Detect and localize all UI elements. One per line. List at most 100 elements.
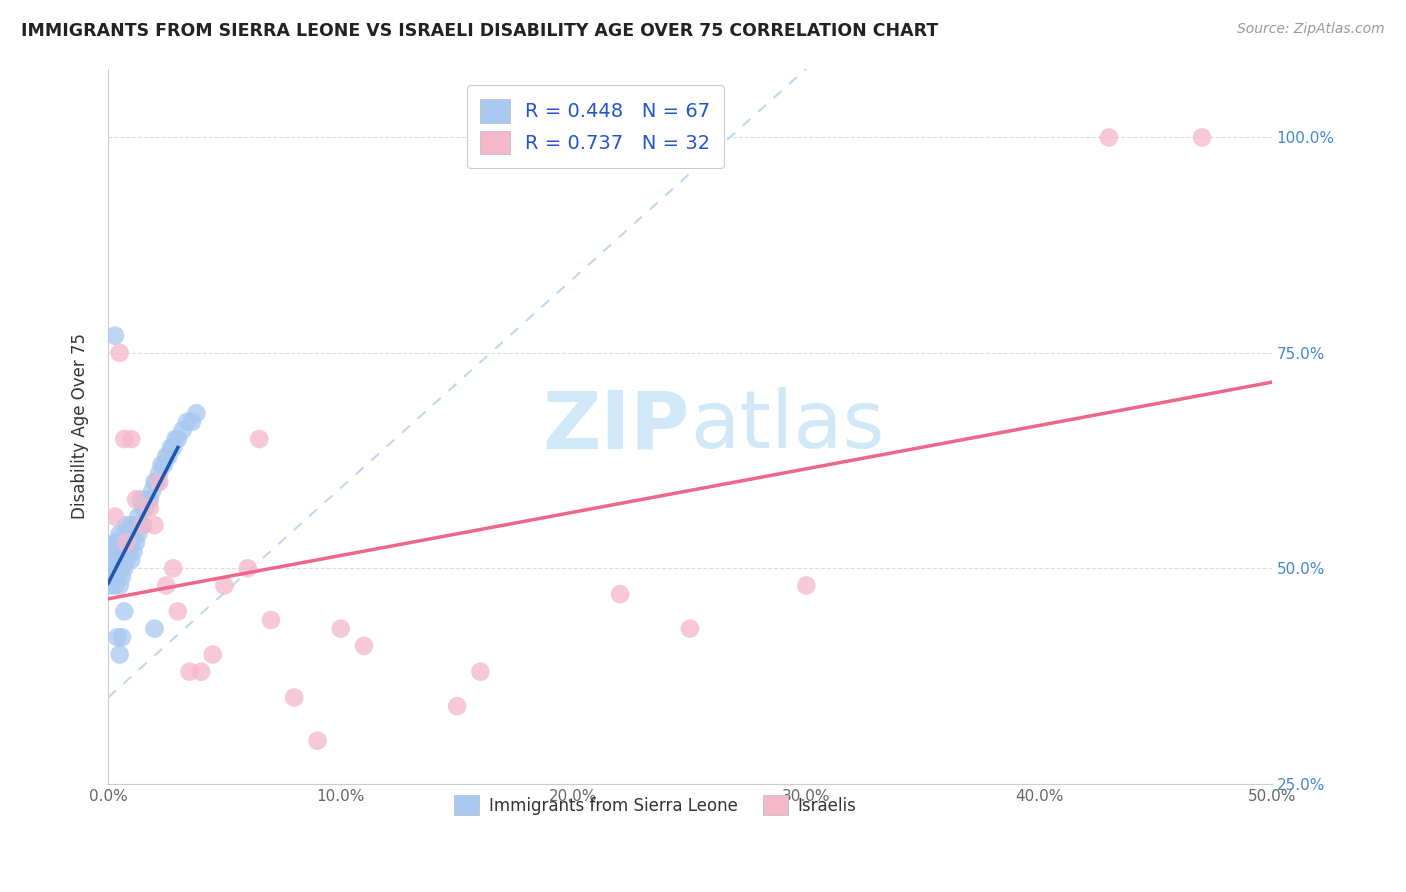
Point [120,535,142,549]
Point [470,665,492,679]
Point [120,518,142,533]
Y-axis label: Disability Age Over 75: Disability Age Over 75 [72,333,89,519]
Point [157,450,180,464]
Point [104,578,127,592]
Point [118,526,141,541]
Point [329,622,352,636]
Point [108,544,131,558]
Point [111,535,134,549]
Point [139,492,162,507]
Point [111,630,134,644]
Point [179,665,201,679]
Point [105,561,128,575]
Point [136,492,159,507]
Point [609,587,631,601]
Point [166,604,188,618]
Point [190,665,212,679]
Point [112,544,135,558]
Point [120,552,142,566]
Point [165,432,187,446]
Point [105,552,128,566]
Point [132,500,155,515]
Point [108,648,131,662]
Point [162,561,184,575]
Point [115,518,138,533]
Point [134,500,156,515]
Point [122,526,145,541]
Point [679,622,702,636]
Point [111,570,134,584]
Point [794,578,817,592]
Point [127,526,149,541]
Point [112,561,135,575]
Point [101,544,124,558]
Text: atlas: atlas [690,387,884,465]
Point [148,467,170,481]
Point [115,552,138,566]
Point [143,518,166,533]
Point [283,690,305,705]
Point [155,450,177,464]
Point [112,432,135,446]
Point [104,561,127,575]
Point [143,475,166,490]
Point [260,613,283,627]
Point [353,639,375,653]
Point [129,518,152,533]
Point [1098,130,1121,145]
Point [98,561,121,575]
Point [150,458,173,472]
Point [98,578,121,592]
Point [214,578,236,592]
Point [146,475,169,490]
Point [143,622,166,636]
Text: IMMIGRANTS FROM SIERRA LEONE VS ISRAELI DISABILITY AGE OVER 75 CORRELATION CHART: IMMIGRANTS FROM SIERRA LEONE VS ISRAELI … [21,22,938,40]
Point [111,561,134,575]
Point [104,544,127,558]
Point [132,518,155,533]
Point [101,570,124,584]
Point [108,346,131,360]
Legend: Immigrants from Sierra Leone, Israelis: Immigrants from Sierra Leone, Israelis [444,785,866,825]
Text: Source: ZipAtlas.com: Source: ZipAtlas.com [1237,22,1385,37]
Point [129,492,152,507]
Point [115,535,138,549]
Point [105,535,128,549]
Point [562,820,585,834]
Point [247,432,270,446]
Point [112,526,135,541]
Point [115,535,138,549]
Point [1191,130,1213,145]
Point [201,648,224,662]
Point [141,483,163,498]
Point [162,441,184,455]
Point [101,552,124,566]
Point [153,458,176,472]
Point [125,518,148,533]
Point [120,432,142,446]
Point [104,535,127,549]
Point [112,604,135,618]
Point [307,733,329,747]
Point [105,570,128,584]
Point [160,441,183,455]
Text: ZIP: ZIP [543,387,690,465]
Point [111,552,134,566]
Point [125,535,148,549]
Point [446,699,468,714]
Point [108,561,131,575]
Point [186,406,208,420]
Point [127,509,149,524]
Point [125,492,148,507]
Point [148,475,170,490]
Point [176,415,198,429]
Point [236,561,259,575]
Point [104,509,127,524]
Point [108,526,131,541]
Point [105,630,128,644]
Point [108,578,131,592]
Point [172,424,194,438]
Point [180,415,202,429]
Point [122,544,145,558]
Point [166,432,188,446]
